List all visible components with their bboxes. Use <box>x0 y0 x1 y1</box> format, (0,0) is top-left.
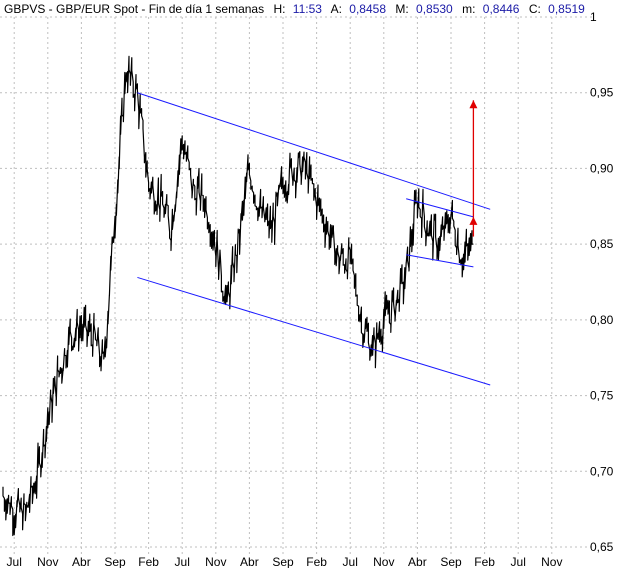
x-tick-label: Feb <box>306 555 327 568</box>
close-label: C: <box>529 2 541 16</box>
close-value: 0,8519 <box>548 2 585 16</box>
x-tick-label: Sep <box>104 555 126 568</box>
open-value: 0,8458 <box>349 2 386 16</box>
x-tick-label: Jul <box>175 555 190 568</box>
high-label: H: <box>273 2 285 16</box>
price-series <box>2 55 474 537</box>
open-label: A: <box>331 2 342 16</box>
min-label: m: <box>462 2 475 16</box>
arrow-head <box>469 100 478 109</box>
x-axis-ticks: AbrJulNovAbrSepFebJulNovAbrSepFebJulNovA… <box>7 555 563 568</box>
x-tick-label: Nov <box>373 555 394 568</box>
x-tick-label: Nov <box>37 555 58 568</box>
grid-lines <box>0 16 592 555</box>
y-tick-label: 0,75 <box>590 389 614 403</box>
chart-title: GBPVS - GBP/EUR Spot - Fin de día 1 sema… <box>4 2 264 16</box>
y-tick-label: 0,80 <box>590 313 614 327</box>
x-tick-label: Feb <box>474 555 495 568</box>
high-value: 11:53 <box>293 2 322 16</box>
price-line <box>2 55 474 537</box>
x-tick-label: Jul <box>343 555 358 568</box>
y-axis-ticks: 1 0,95 0,90 0,85 0,80 0,75 0,70 0,65 <box>590 10 614 554</box>
max-value: 0,8530 <box>416 2 453 16</box>
x-tick-label: Feb <box>138 555 159 568</box>
y-tick-label: 1 <box>590 10 597 24</box>
x-tick-label: Nov <box>541 555 562 568</box>
x-tick-label: Jul <box>511 555 526 568</box>
trendline <box>406 254 474 268</box>
max-label: M: <box>395 2 408 16</box>
x-tick-label: Abr <box>408 555 427 568</box>
y-tick-label: 0,85 <box>590 237 614 251</box>
trendline <box>137 276 491 386</box>
trendline <box>137 92 491 210</box>
y-tick-label: 0,95 <box>590 86 614 100</box>
target-arrows <box>469 100 478 237</box>
chart-header: GBPVS - GBP/EUR Spot - Fin de día 1 sema… <box>4 2 585 16</box>
x-tick-label: Nov <box>205 555 226 568</box>
y-tick-label: 0,70 <box>590 464 614 478</box>
trendline <box>406 198 474 218</box>
x-tick-label: Sep <box>440 555 462 568</box>
trendlines <box>137 92 491 386</box>
arrow-head <box>469 216 478 225</box>
x-tick-label: Sep <box>272 555 294 568</box>
min-value: 0,8446 <box>483 2 520 16</box>
x-tick-label: Jul <box>7 555 22 568</box>
x-tick-label: Abr <box>72 555 91 568</box>
y-tick-label: 0,65 <box>590 540 614 554</box>
x-tick-label: Abr <box>240 555 259 568</box>
y-tick-label: 0,90 <box>590 161 614 175</box>
